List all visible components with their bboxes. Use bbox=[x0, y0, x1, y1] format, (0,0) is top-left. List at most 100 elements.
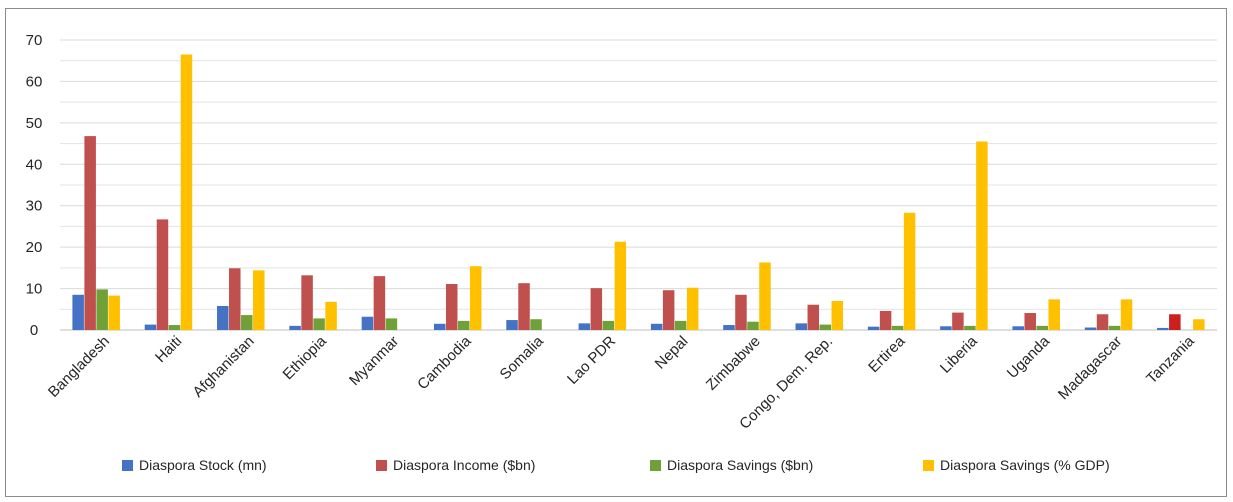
bar-2-3 bbox=[313, 318, 325, 330]
x-tick-label: Myanmar bbox=[346, 333, 402, 389]
bar-2-14 bbox=[1108, 325, 1121, 330]
y-tick-label: 10 bbox=[26, 281, 43, 298]
bar-1-3 bbox=[301, 275, 313, 330]
bar-3-13 bbox=[1048, 299, 1060, 330]
bar-3-5 bbox=[469, 266, 482, 330]
legend: Diaspora Stock (mn) Diaspora Income ($bn… bbox=[0, 457, 1233, 481]
x-tick-label: Nepal bbox=[652, 333, 692, 373]
x-tick-label: Bangladesh bbox=[45, 333, 113, 401]
legend-label-income: Diaspora Income ($bn) bbox=[393, 457, 536, 473]
legend-swatch-income bbox=[376, 459, 387, 471]
bar-3-15 bbox=[1193, 319, 1205, 330]
bar-1-0 bbox=[84, 136, 96, 330]
bar-2-13 bbox=[1036, 325, 1048, 330]
legend-label-stock: Diaspora Stock (mn) bbox=[139, 457, 267, 473]
bar-1-2 bbox=[229, 268, 241, 330]
bar-2-7 bbox=[602, 320, 615, 330]
bar-1-12 bbox=[952, 312, 964, 330]
bar-0-4 bbox=[361, 316, 374, 330]
y-tick-label: 70 bbox=[26, 32, 43, 49]
bar-2-5 bbox=[457, 320, 470, 330]
legend-label-savings-gdp: Diaspora Savings (% GDP) bbox=[940, 457, 1110, 473]
x-tick-label: Uganda bbox=[1004, 332, 1054, 382]
legend-label-savings: Diaspora Savings ($bn) bbox=[667, 457, 814, 473]
x-tick-label: Ertirea bbox=[865, 332, 909, 376]
bar-2-8 bbox=[674, 320, 687, 330]
bar-0-7 bbox=[578, 323, 591, 330]
y-tick-label: 40 bbox=[26, 156, 43, 173]
bar-0-10 bbox=[795, 323, 808, 330]
legend-item-savings-gdp: Diaspora Savings (% GDP) bbox=[923, 457, 1110, 473]
y-tick-label: 20 bbox=[26, 239, 43, 256]
y-axis-ticks: 0 10 20 30 40 50 60 70 bbox=[26, 32, 43, 339]
bar-3-11 bbox=[903, 212, 916, 330]
bar-1-7 bbox=[590, 288, 603, 330]
bar-0-13 bbox=[1012, 326, 1024, 330]
bar-2-12 bbox=[964, 325, 976, 330]
gridlines bbox=[60, 39, 1217, 331]
bar-1-8 bbox=[662, 290, 675, 330]
legend-swatch-savings bbox=[650, 459, 661, 471]
y-tick-label: 60 bbox=[26, 73, 43, 90]
bar-0-8 bbox=[650, 323, 663, 330]
x-tick-label: Lao PDR bbox=[564, 333, 619, 388]
bar-3-1 bbox=[180, 54, 193, 330]
y-tick-label: 50 bbox=[26, 115, 43, 132]
bar-1-4 bbox=[373, 276, 386, 330]
x-axis-ticks: Bangladesh Haiti Afghanistan Ethiopia Myanma… bbox=[45, 332, 1198, 432]
bar-0-2 bbox=[217, 305, 229, 330]
legend-item-stock: Diaspora Stock (mn) bbox=[122, 457, 267, 473]
x-tick-label: Tanzania bbox=[1143, 332, 1198, 387]
bars bbox=[72, 54, 1205, 330]
bar-highlight bbox=[1169, 314, 1181, 330]
bar-0-1 bbox=[144, 324, 157, 330]
bar-2-10 bbox=[819, 324, 832, 330]
chart-frame bbox=[5, 8, 1227, 497]
bar-0-14 bbox=[1084, 327, 1097, 330]
bar-0-0 bbox=[72, 294, 84, 330]
bar-3-10 bbox=[831, 301, 844, 330]
bar-1-14 bbox=[1096, 314, 1109, 330]
bar-3-12 bbox=[976, 141, 988, 330]
bar-3-14 bbox=[1120, 299, 1133, 330]
x-tick-label: Liberia bbox=[937, 332, 981, 376]
legend-item-savings: Diaspora Savings ($bn) bbox=[650, 457, 813, 473]
bar-1-13 bbox=[1024, 313, 1036, 330]
y-tick-label: 30 bbox=[26, 198, 43, 215]
bar-0-6 bbox=[506, 320, 518, 330]
bar-0-3 bbox=[289, 325, 301, 330]
bar-2-4 bbox=[385, 318, 398, 330]
bar-0-12 bbox=[940, 326, 952, 330]
x-tick-label: Haiti bbox=[152, 333, 185, 366]
y-tick-label: 0 bbox=[30, 322, 38, 339]
bar-2-9 bbox=[747, 321, 759, 330]
bar-2-1 bbox=[168, 325, 181, 330]
bar-3-9 bbox=[759, 262, 771, 330]
bar-3-3 bbox=[325, 301, 337, 330]
bar-3-2 bbox=[253, 270, 265, 330]
bar-2-0 bbox=[96, 289, 108, 330]
bar-1-10 bbox=[807, 304, 820, 330]
bar-2-6 bbox=[530, 319, 542, 330]
bar-3-8 bbox=[686, 287, 699, 330]
bar-3-0 bbox=[108, 295, 120, 330]
bar-1-1 bbox=[156, 219, 169, 330]
bar-3-7 bbox=[614, 241, 627, 330]
bar-1-11 bbox=[879, 310, 892, 330]
x-tick-label: Zimbabwe bbox=[703, 333, 764, 394]
legend-item-income: Diaspora Income ($bn) bbox=[376, 457, 535, 473]
bar-1-6 bbox=[518, 283, 530, 330]
bar-2-11 bbox=[891, 325, 904, 330]
bar-1-9 bbox=[735, 294, 747, 330]
bar-0-15 bbox=[1157, 327, 1169, 330]
bar-0-11 bbox=[867, 326, 880, 330]
bar-2-2 bbox=[241, 315, 253, 330]
x-tick-label: Madagascar bbox=[1055, 333, 1125, 403]
legend-swatch-savings-gdp bbox=[923, 459, 934, 471]
legend-swatch-stock bbox=[122, 459, 133, 471]
bar-0-9 bbox=[723, 325, 735, 330]
bar-1-5 bbox=[445, 284, 458, 330]
x-tick-label: Somalia bbox=[497, 332, 548, 383]
x-tick-label: Afghanistan bbox=[190, 333, 258, 401]
